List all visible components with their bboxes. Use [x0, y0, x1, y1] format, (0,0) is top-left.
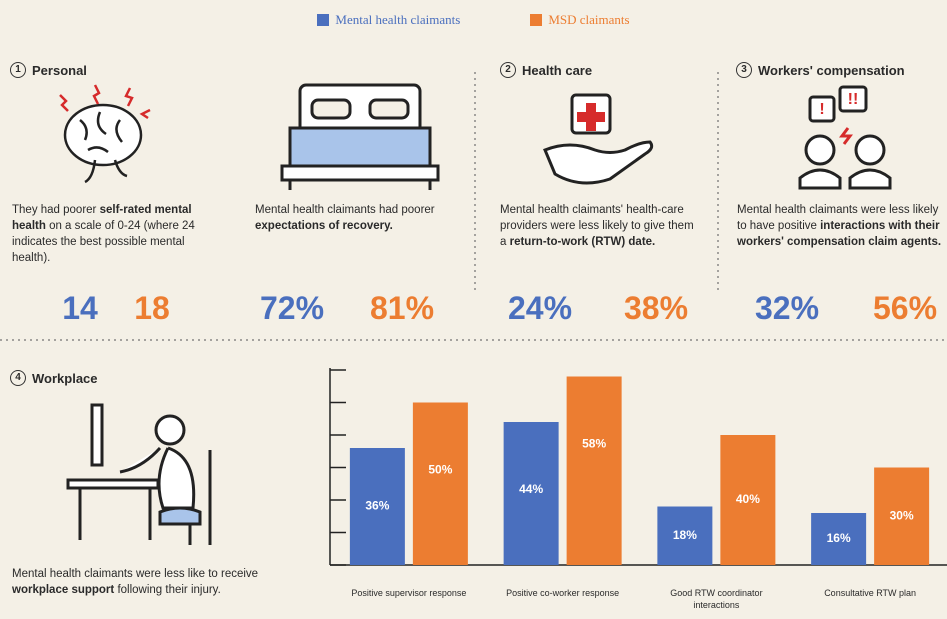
- section-title: Health care: [522, 63, 592, 78]
- svg-text:!: !: [819, 101, 824, 118]
- value-label: 30%: [890, 508, 914, 522]
- value-label: 58%: [582, 437, 606, 451]
- infographic: ! !! 36% 50% 44% 58% 18% 40% 16% 30% Mental hea…: [0, 0, 947, 619]
- stat: 38%: [616, 290, 696, 327]
- section-heading: 4 Workplace: [10, 370, 98, 386]
- legend-swatch: [530, 14, 542, 26]
- stat: 18: [112, 290, 192, 327]
- section-title: Personal: [32, 63, 87, 78]
- text: following their injury.: [114, 584, 221, 596]
- legend-item: Mental health claimants: [317, 12, 460, 28]
- section-heading: 3 Workers' compensation: [736, 62, 905, 78]
- stat: 56%: [865, 290, 945, 327]
- stat: 32%: [747, 290, 827, 327]
- value-label: 18%: [673, 528, 697, 542]
- section-title: Workers' compensation: [758, 63, 905, 78]
- workers-icon: ! !!: [800, 87, 890, 188]
- description: Mental health claimants were less like t…: [12, 566, 277, 598]
- value-label: 16%: [827, 531, 851, 545]
- text-bold: expectations of recovery.: [255, 220, 393, 232]
- x-tick-label: Positive supervisor response: [349, 587, 469, 599]
- workplace-icon: [68, 405, 210, 545]
- bed-icon: [282, 85, 438, 190]
- section-number: 2: [500, 62, 516, 78]
- description: Mental health claimants were less likely…: [737, 202, 947, 250]
- legend-swatch: [317, 14, 329, 26]
- text: Mental health claimants were less like t…: [12, 568, 258, 580]
- x-tick-label: Good RTW coordinator interactions: [656, 587, 776, 611]
- bar: [567, 377, 622, 566]
- description: They had poorer self-rated mental health…: [12, 202, 222, 266]
- bar: [413, 403, 468, 566]
- value-label: 50%: [428, 463, 452, 477]
- legend-label: Mental health claimants: [335, 12, 460, 28]
- section-title: Workplace: [32, 371, 98, 386]
- x-tick-label: Consultative RTW plan: [810, 587, 930, 599]
- value-label: 36%: [365, 499, 389, 513]
- text: Mental health claimants had poorer: [255, 204, 435, 216]
- section-number: 4: [10, 370, 26, 386]
- text-bold: return-to-work (RTW) date.: [510, 236, 656, 248]
- stat: 14: [40, 290, 120, 327]
- section-number: 1: [10, 62, 26, 78]
- section-heading: 1 Personal: [10, 62, 87, 78]
- health-icon: [545, 95, 652, 183]
- text: They had poorer: [12, 204, 100, 216]
- legend-item: MSD claimants: [530, 12, 629, 28]
- value-label: 44%: [519, 482, 543, 496]
- legend: Mental health claimants MSD claimants: [0, 12, 947, 28]
- legend-label: MSD claimants: [548, 12, 629, 28]
- section-heading: 2 Health care: [500, 62, 592, 78]
- value-label: 40%: [736, 492, 760, 506]
- description: Mental health claimants had poorer expec…: [255, 202, 455, 234]
- text-bold: workplace support: [12, 584, 114, 596]
- stat: 24%: [500, 290, 580, 327]
- stat: 72%: [252, 290, 332, 327]
- brain-icon: [60, 85, 150, 182]
- x-tick-label: Positive co-worker response: [503, 587, 623, 599]
- svg-text:!!: !!: [848, 91, 859, 108]
- section-number: 3: [736, 62, 752, 78]
- stat: 81%: [362, 290, 442, 327]
- description: Mental health claimants' health-care pro…: [500, 202, 700, 250]
